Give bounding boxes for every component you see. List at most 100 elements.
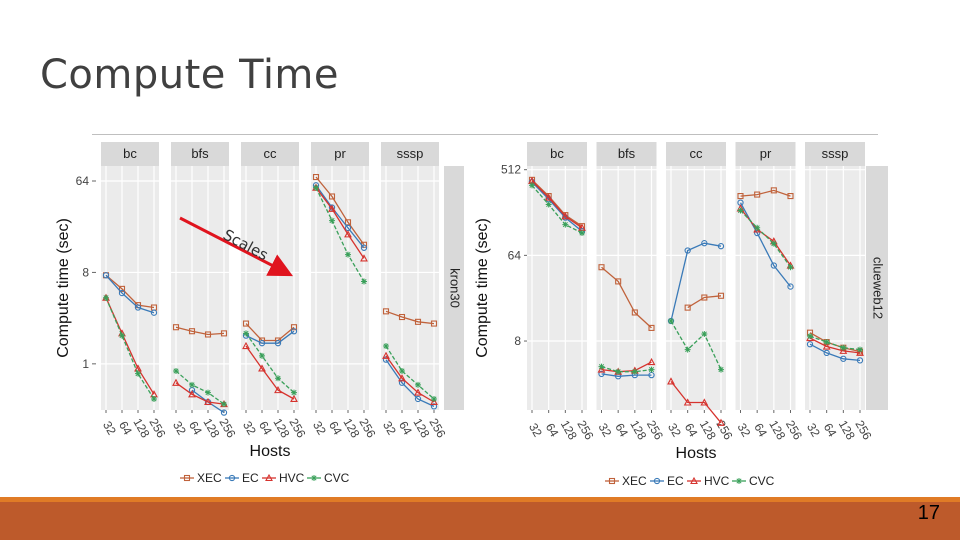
series-line: [531, 184, 583, 234]
facet-label: pr: [760, 146, 772, 161]
x-tick-label: 32: [804, 421, 823, 440]
data-point: [291, 389, 297, 396]
data-point: [173, 367, 179, 374]
x-tick-label: 64: [326, 419, 345, 438]
data-point: [430, 403, 438, 410]
data-point: [102, 272, 110, 279]
x-tick-label: 256: [146, 416, 168, 441]
series-line: [175, 382, 225, 405]
x-tick-label: 32: [240, 419, 259, 438]
facet-strip-right: [444, 166, 464, 410]
data-point: [360, 244, 368, 251]
data-point: [754, 191, 761, 198]
x-tick-label: 128: [270, 416, 292, 441]
data-point: [274, 385, 282, 394]
facet-label: pr: [334, 146, 346, 161]
legend: XEC EC HVC CVC: [605, 474, 775, 488]
series-CVC: [173, 367, 227, 408]
x-tick-label: 64: [751, 421, 770, 440]
series-line: [739, 202, 792, 288]
facet-panel: [596, 166, 657, 410]
y-tick-label: 64: [508, 248, 522, 262]
data-point: [220, 330, 228, 337]
data-point: [839, 346, 848, 354]
data-point: [382, 308, 390, 315]
facet-strip-right: [866, 166, 888, 410]
data-point: [274, 340, 282, 347]
data-point: [770, 240, 777, 247]
data-point: [648, 366, 655, 373]
data-point: [717, 243, 725, 250]
series-line: [670, 380, 722, 424]
y-axis-label: Compute time (sec): [55, 218, 72, 358]
series-line: [739, 207, 792, 266]
series-line: [670, 242, 722, 322]
x-tick-label: 64: [682, 421, 701, 440]
x-tick-label: 64: [256, 419, 275, 438]
data-point: [290, 394, 298, 403]
data-point: [383, 343, 389, 350]
data-point: [204, 397, 212, 406]
data-point: [361, 278, 367, 285]
data-point: [221, 401, 227, 408]
facet-label: bfs: [191, 146, 209, 161]
data-point: [562, 221, 569, 228]
data-point: [431, 395, 437, 402]
series-CVC: [668, 318, 724, 373]
data-point: [857, 346, 863, 353]
series-line: [315, 184, 365, 249]
data-point: [259, 352, 265, 359]
data-point: [806, 341, 814, 348]
data-point: [737, 207, 744, 214]
data-point: [312, 173, 320, 181]
series-HVC: [667, 377, 725, 426]
footer-accent: [0, 497, 960, 502]
series-line: [315, 187, 365, 282]
series-line: [105, 274, 155, 314]
series-XEC: [172, 324, 228, 338]
x-tick-label: 256: [852, 418, 874, 443]
legend-marker: [228, 474, 236, 482]
series-XEC: [312, 173, 368, 248]
x-tick-label: 32: [170, 419, 189, 438]
legend-marker: [311, 475, 317, 481]
y-tick-label: 8: [82, 265, 89, 279]
series-CVC: [737, 207, 794, 271]
series-line: [809, 343, 861, 362]
data-point: [345, 251, 351, 258]
data-point: [188, 328, 196, 335]
series-line: [531, 181, 583, 232]
data-point: [258, 340, 266, 347]
x-tick-label: 128: [340, 416, 362, 441]
data-point: [856, 348, 864, 356]
legend-marker: [265, 473, 273, 482]
data-point: [398, 374, 406, 382]
legend-label: XEC: [197, 471, 222, 485]
data-point: [220, 409, 228, 416]
facet-panel: [101, 166, 159, 410]
series-line: [809, 337, 861, 354]
legend-label: CVC: [324, 471, 350, 485]
data-point: [856, 357, 864, 364]
x-tick-label: 32: [526, 421, 545, 440]
x-tick-label: 64: [821, 421, 840, 440]
legend-label: EC: [242, 471, 259, 485]
data-point: [823, 339, 830, 346]
x-tick-label: 128: [697, 418, 719, 443]
data-point: [631, 309, 638, 316]
data-point: [840, 344, 847, 351]
legend-marker: [608, 477, 616, 485]
data-point: [258, 364, 266, 372]
data-point: [135, 370, 141, 377]
x-tick-label: 32: [380, 419, 399, 438]
series-XEC: [684, 292, 725, 311]
x-tick-label: 32: [596, 421, 615, 440]
facet-panel: [666, 166, 726, 410]
x-tick-label: 64: [612, 421, 631, 440]
x-axis-label: Hosts: [250, 443, 291, 460]
